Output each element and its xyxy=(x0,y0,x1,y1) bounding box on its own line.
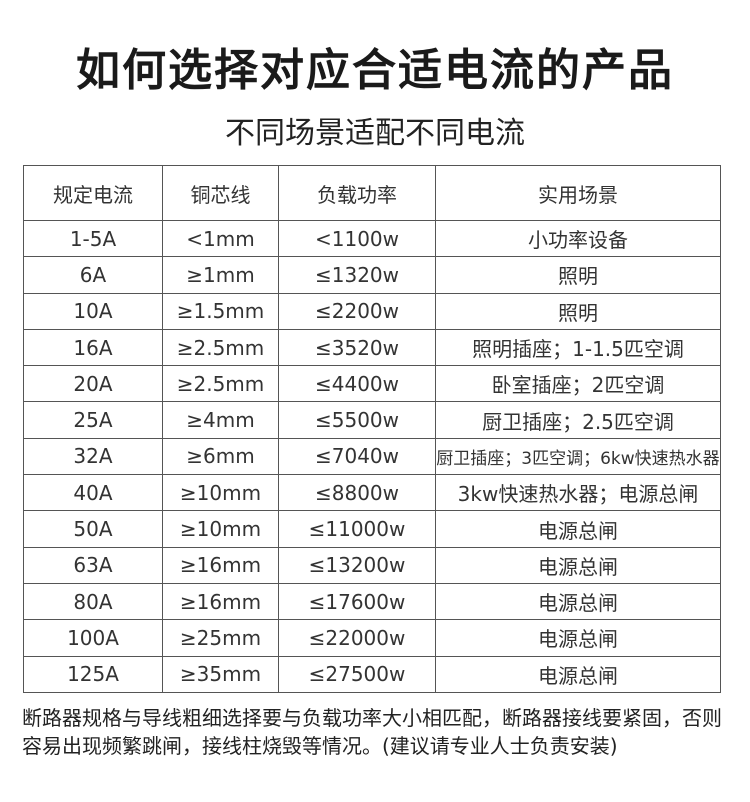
table-row: 40A ≥10mm ≤8800w 3kw快速热水器；电源总闸 xyxy=(23,474,721,512)
table-row: 100A ≥25mm ≤22000w 电源总闸 xyxy=(23,619,721,657)
spec-table: 规定电流 铜芯线 负载功率 实用场景 1-5A <1mm <1100w 小功率设备 6A ≥1m… xyxy=(23,165,721,693)
table-cell: ≥2.5mm xyxy=(162,328,279,367)
table-cell: ≤5500w xyxy=(278,401,436,439)
table-cell: ≥10mm xyxy=(162,510,279,548)
table-cell: 电源总闸 xyxy=(435,619,721,657)
table-row: 10A ≥1.5mm ≤2200w 照明 xyxy=(23,292,721,330)
table-cell: ≥35mm xyxy=(162,655,279,693)
table-cell: 电源总闸 xyxy=(435,546,721,584)
table-row: 20A ≥2.5mm ≤4400w 卧室插座；2匹空调 xyxy=(23,365,721,403)
table-row: 50A ≥10mm ≤11000w 电源总闸 xyxy=(23,510,721,548)
table-cell: 10A xyxy=(23,292,163,330)
column-header: 规定电流 xyxy=(23,165,163,221)
subtitle: 不同场景适配不同电流 xyxy=(225,116,525,151)
table-cell: ≥6mm xyxy=(162,437,279,476)
table-cell: ≤11000w xyxy=(278,510,436,548)
table-cell: <1100w xyxy=(278,219,436,258)
table-cell: ≤22000w xyxy=(278,619,436,657)
table-cell: 电源总闸 xyxy=(435,510,721,548)
table-cell: ≥4mm xyxy=(162,401,279,439)
table-cell: ≥16mm xyxy=(162,582,279,621)
table-row: 125A ≥35mm ≤27500w 电源总闸 xyxy=(23,655,721,693)
table-cell: 6A xyxy=(23,256,163,294)
table-row: 80A ≥16mm ≤17600w 电源总闸 xyxy=(23,582,721,621)
table-cell: 照明 xyxy=(435,256,721,294)
table-cell: 1-5A xyxy=(23,219,163,258)
table-cell: ≤13200w xyxy=(278,546,436,584)
footer-note: 断路器规格与导线粗细选择要与负载功率大小相匹配，断路器接线要紧固，否则容易出现频… xyxy=(22,706,722,758)
table-row: 16A ≥2.5mm ≤3520w 照明插座；1-1.5匹空调 xyxy=(23,328,721,367)
table-cell: ≥16mm xyxy=(162,546,279,584)
table-cell: ≤7040w xyxy=(278,437,436,476)
table-cell: 125A xyxy=(23,655,163,693)
table-cell: ≥10mm xyxy=(162,474,279,512)
table-cell: ≤1320w xyxy=(278,256,436,294)
table-cell: ≤2200w xyxy=(278,292,436,330)
header-row: 规定电流 铜芯线 负载功率 实用场景 xyxy=(23,165,721,221)
table-cell: 电源总闸 xyxy=(435,655,721,693)
title: 如何选择对应合适电流的产品 xyxy=(76,45,674,96)
table-row: 63A ≥16mm ≤13200w 电源总闸 xyxy=(23,546,721,584)
table-cell: ≥25mm xyxy=(162,619,279,657)
table-cell: ≤17600w xyxy=(278,582,436,621)
column-header: 负载功率 xyxy=(278,165,436,221)
table-cell: 50A xyxy=(23,510,163,548)
table-row: 1-5A <1mm <1100w 小功率设备 xyxy=(23,219,721,258)
table-row: 25A ≥4mm ≤5500w 厨卫插座；2.5匹空调 xyxy=(23,401,721,439)
table-cell: ≤3520w xyxy=(278,328,436,367)
table-cell: 厨卫插座；2.5匹空调 xyxy=(435,401,721,439)
table-cell: ≥2.5mm xyxy=(162,365,279,403)
table-cell: 3kw快速热水器；电源总闸 xyxy=(435,474,721,512)
table-cell: 卧室插座；2匹空调 xyxy=(435,365,721,403)
table-cell: 电源总闸 xyxy=(435,582,721,621)
table-row: 32A ≥6mm ≤7040w 厨卫插座；3匹空调；6kw快速热水器 xyxy=(23,437,721,476)
table-cell: 照明 xyxy=(435,292,721,330)
table-cell: 厨卫插座；3匹空调；6kw快速热水器 xyxy=(435,437,721,476)
table-cell: 16A xyxy=(23,328,163,367)
table-cell: 照明插座；1-1.5匹空调 xyxy=(435,328,721,367)
table-cell: <1mm xyxy=(162,219,279,258)
table-cell: 32A xyxy=(23,437,163,476)
table-cell: 25A xyxy=(23,401,163,439)
table-cell: 20A xyxy=(23,365,163,403)
table-cell: 63A xyxy=(23,546,163,584)
table-cell: ≤8800w xyxy=(278,474,436,512)
table-cell: ≥1mm xyxy=(162,256,279,294)
column-header: 实用场景 xyxy=(435,165,721,221)
table-cell: ≤4400w xyxy=(278,365,436,403)
table-cell: 80A xyxy=(23,582,163,621)
column-header: 铜芯线 xyxy=(162,165,279,221)
table-cell: 小功率设备 xyxy=(435,219,721,258)
table-cell: ≤27500w xyxy=(278,655,436,693)
table-cell: 40A xyxy=(23,474,163,512)
table-cell: 100A xyxy=(23,619,163,657)
table-row: 6A ≥1mm ≤1320w 照明 xyxy=(23,256,721,294)
table-cell: ≥1.5mm xyxy=(162,292,279,330)
